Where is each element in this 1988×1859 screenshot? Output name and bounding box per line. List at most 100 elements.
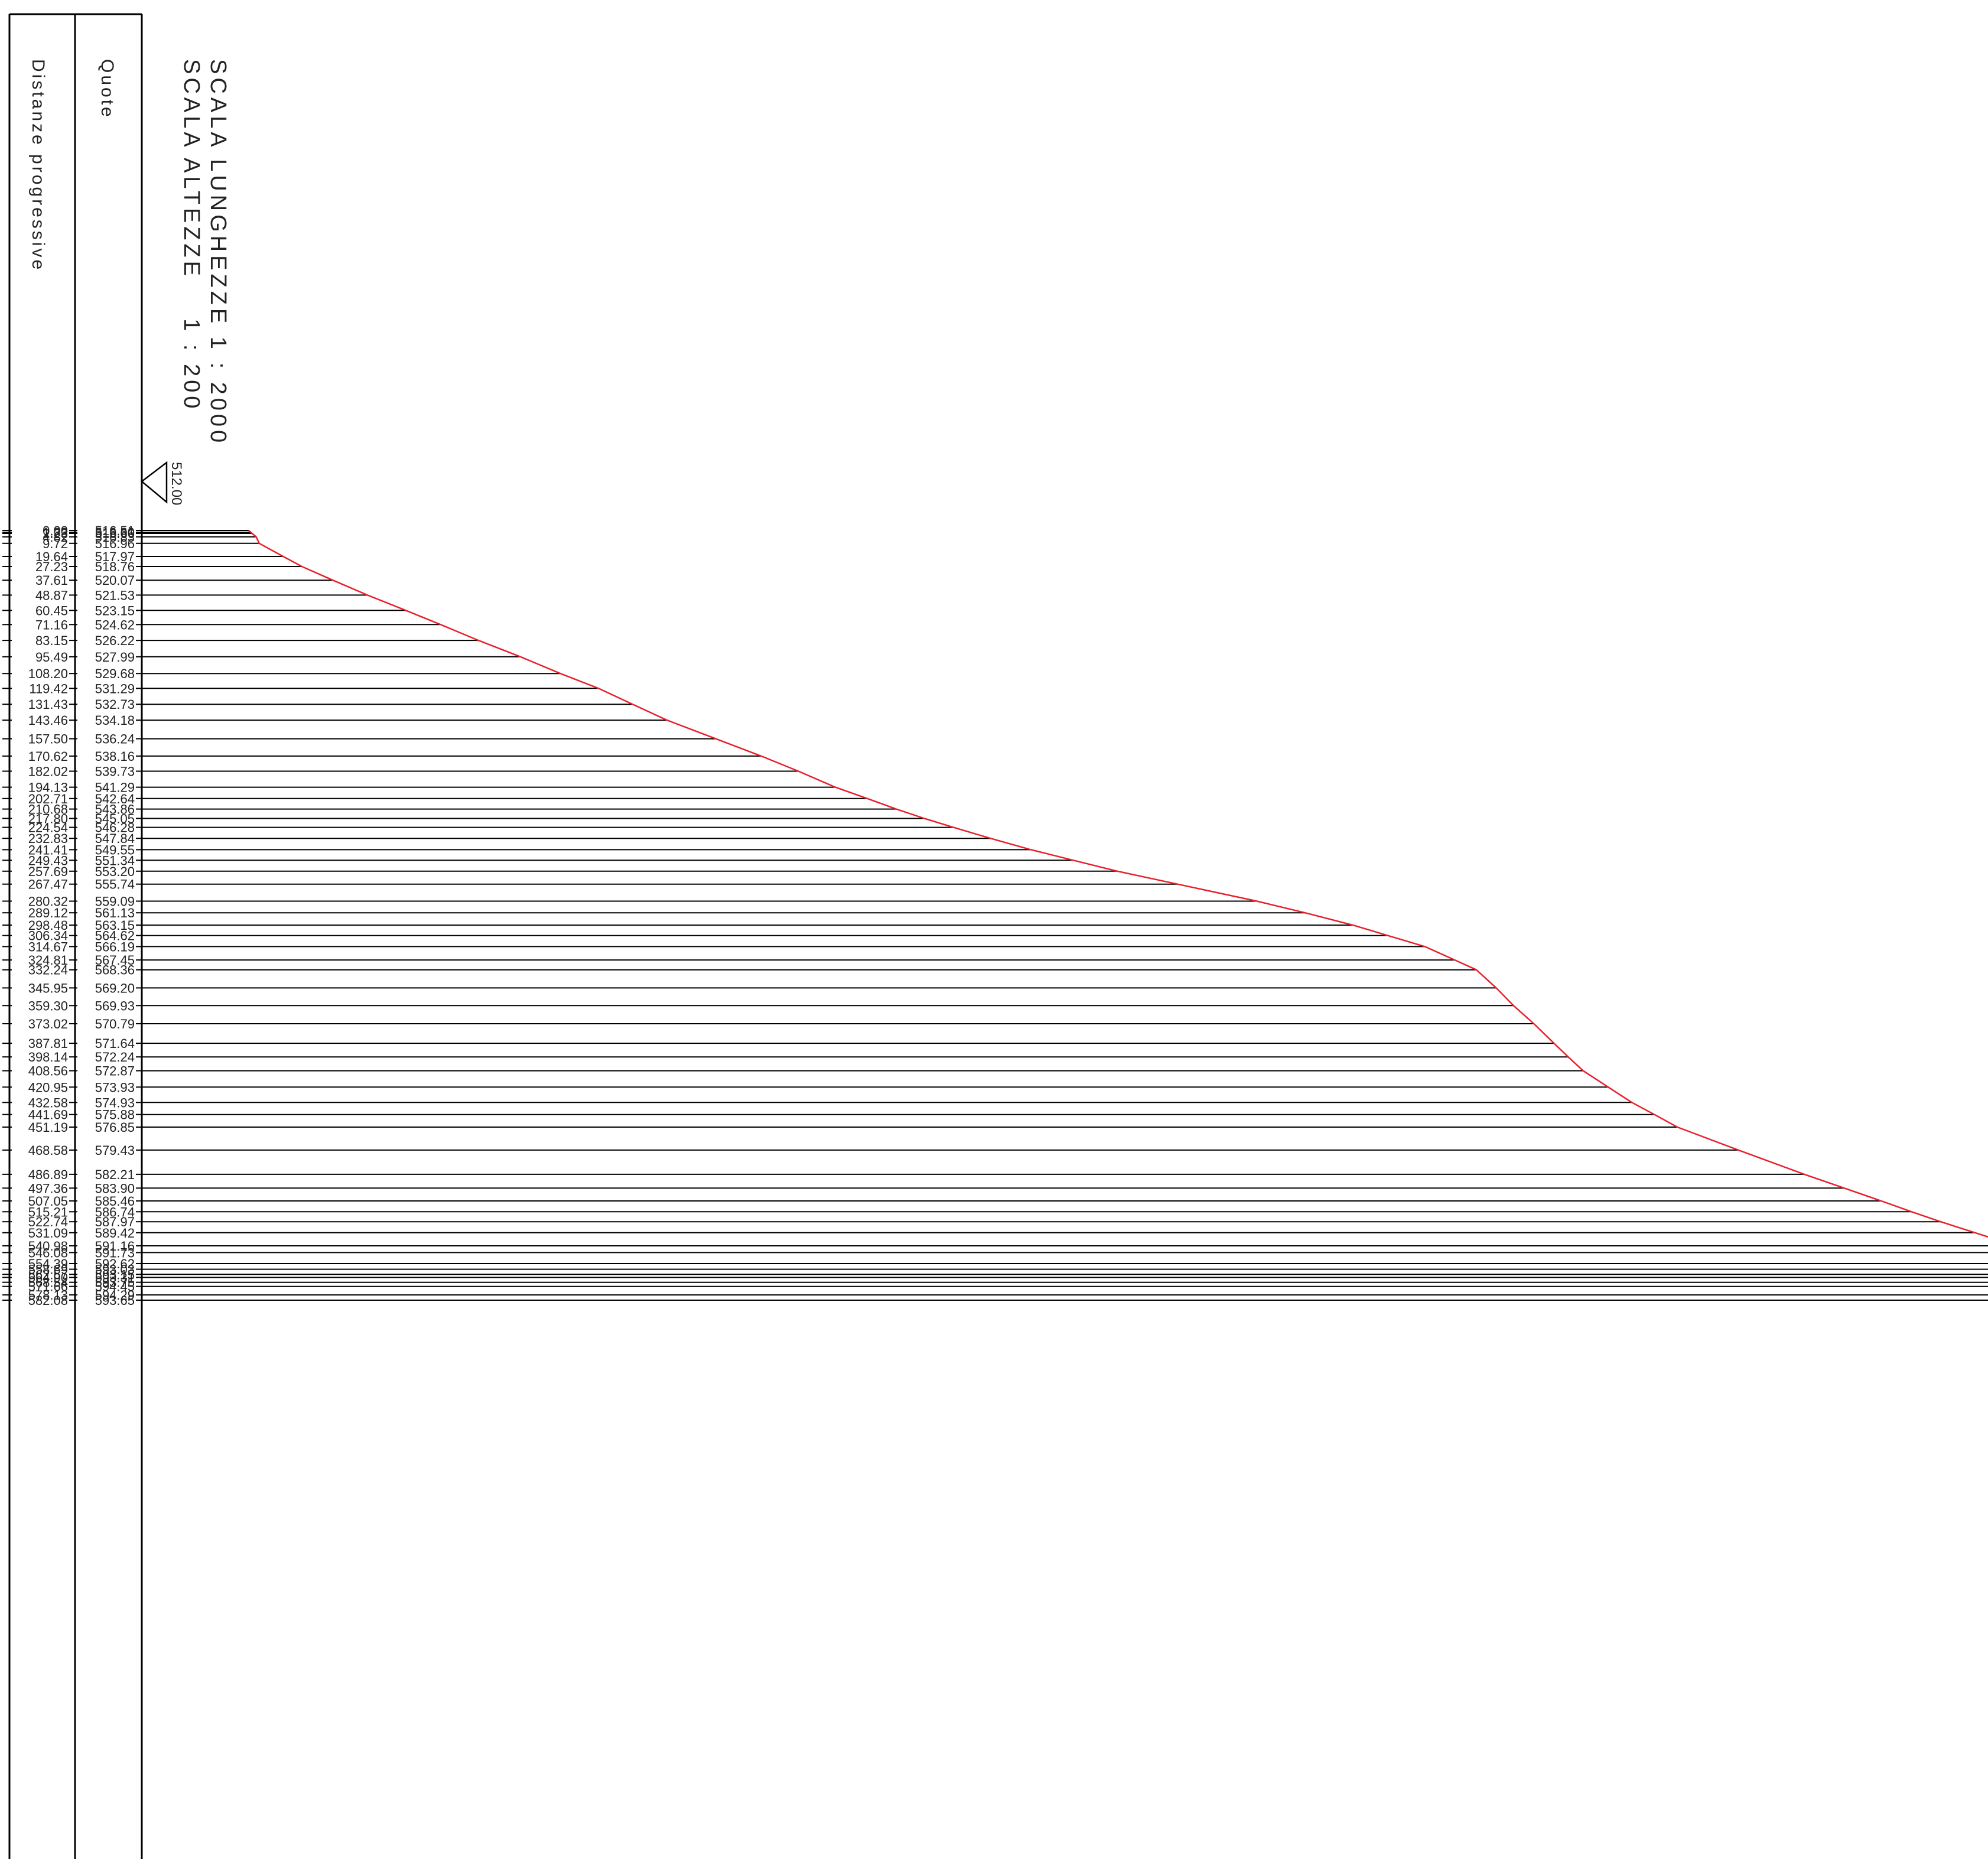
station-distance-label: 546.08 — [28, 1245, 68, 1260]
station-elevation-label: 594.45 — [95, 1280, 135, 1294]
table-frame — [8, 13, 143, 1859]
station-elevation-label: 572.24 — [95, 1050, 135, 1064]
station-distance-label: 420.95 — [28, 1080, 68, 1095]
station-distance-label: 540.98 — [28, 1239, 68, 1254]
station-distance-label: 83.15 — [35, 633, 68, 648]
station-distance-label: 37.61 — [35, 573, 68, 588]
station-distance-label: 119.42 — [29, 681, 68, 696]
station-elevation-label: 585.46 — [95, 1194, 135, 1209]
station-elevation-label: 582.21 — [95, 1167, 135, 1182]
datum-label: 512.00 — [168, 462, 184, 505]
station-distance-label: 170.62 — [28, 749, 68, 764]
station-distance-label: 451.19 — [28, 1120, 68, 1135]
scale-heights-label: SCALA ALTEZZE 1 : 200 — [179, 59, 204, 412]
station-distance-label: 249.43 — [28, 853, 68, 868]
station-distance-label: 182.02 — [28, 764, 68, 779]
station-elevation-label: 516.96 — [95, 536, 135, 551]
station-elevation-label: 545.05 — [95, 812, 135, 826]
station-elevation-label: 532.73 — [95, 697, 135, 712]
station-elevation-label: 529.68 — [95, 666, 135, 681]
station-elevation-label: 541.29 — [95, 780, 135, 795]
datum-marker: 512.00 — [140, 461, 184, 505]
ground-profile-line — [248, 530, 1988, 1238]
scale-lengths-label: SCALA LUNGHEZZE 1 : 2000 — [206, 59, 230, 446]
station-distance-label: 2.23 — [43, 526, 68, 541]
station-elevation-label: 561.13 — [95, 906, 135, 920]
station-distance-label: 289.12 — [28, 906, 68, 920]
station-elevation-label: 575.88 — [95, 1108, 135, 1122]
station-distance-label: 202.71 — [28, 792, 68, 806]
station-distance-label: 387.81 — [28, 1036, 68, 1051]
station-distance-label: 257.69 — [28, 864, 68, 879]
station-elevation-label: 542.64 — [95, 792, 135, 806]
station-distance-label: 267.47 — [28, 877, 68, 892]
station-distance-label: 571.66 — [28, 1280, 68, 1294]
station-distance-label: 314.67 — [28, 939, 68, 954]
station-distance-label: 578.13 — [28, 1288, 68, 1303]
station-distance-label: 224.54 — [28, 821, 68, 835]
station-elevation-label: 526.22 — [95, 633, 135, 648]
station-distance-label: 554.39 — [28, 1256, 68, 1271]
station-elevation-label: 516.66 — [95, 526, 135, 541]
station-distance-label: 9.72 — [43, 536, 68, 551]
station-distance-label: 194.13 — [28, 780, 68, 795]
station-distance-label: 108.20 — [28, 666, 68, 681]
station-elevation-label: 534.18 — [95, 713, 135, 728]
station-elevation-label: 593.75 — [95, 1275, 135, 1290]
station-elevation-label: 516.60 — [95, 525, 135, 540]
station-elevation-label: 591.73 — [95, 1245, 135, 1260]
station-elevation-label: 576.85 — [95, 1120, 135, 1135]
station-distance-label: 217.80 — [28, 812, 68, 826]
station-elevation-label: 574.93 — [95, 1095, 135, 1110]
station-elevation-label: 547.84 — [95, 831, 135, 846]
station-distance-label: 19.64 — [35, 549, 68, 564]
station-elevation-label: 555.74 — [95, 877, 135, 892]
station-distance-label: 522.74 — [28, 1215, 68, 1229]
station-elevation-label: 516.83 — [95, 530, 135, 545]
station-elevation-label: 573.93 — [95, 1080, 135, 1095]
station-elevation-label: 523.15 — [95, 603, 135, 618]
station-elevation-label: 521.53 — [95, 588, 135, 603]
station-elevation-label: 569.20 — [95, 981, 135, 995]
station-elevation-label: 563.15 — [95, 918, 135, 933]
station-distance-label: 241.41 — [28, 842, 68, 857]
station-distance-label: 60.45 — [35, 603, 68, 618]
station-elevation-label: 587.97 — [95, 1215, 135, 1229]
station-elevation-label: 539.73 — [95, 764, 135, 779]
station-elevation-label: 592.62 — [95, 1256, 135, 1271]
station-elevation-label: 553.20 — [95, 864, 135, 879]
station-elevation-label: 516.51 — [95, 523, 135, 538]
station-distance-label: 359.30 — [28, 998, 68, 1013]
station-elevation-label: 531.29 — [95, 681, 135, 696]
station-distance-label: 441.69 — [28, 1108, 68, 1122]
station-distance-label: 345.95 — [28, 981, 68, 995]
column-header-distances: Distanze progressive — [28, 59, 48, 272]
station-distance-label: 507.05 — [28, 1194, 68, 1209]
station-elevation-label: 520.07 — [95, 573, 135, 588]
station-elevation-label: 566.19 — [95, 939, 135, 954]
station-distance-label: 280.32 — [28, 894, 68, 909]
station-distance-label: 408.56 — [28, 1064, 68, 1079]
station-elevation-label: 567.45 — [95, 953, 135, 968]
station-elevation-label: 583.90 — [95, 1181, 135, 1196]
station-elevation-label: 572.87 — [95, 1064, 135, 1079]
station-distance-label: 558.69 — [28, 1262, 68, 1277]
station-elevation-label: 589.42 — [95, 1226, 135, 1241]
station-distance-label: 210.68 — [28, 802, 68, 817]
station-elevation-label: 518.76 — [95, 559, 135, 574]
station-elevation-label: 586.74 — [95, 1204, 135, 1219]
station-elevation-label: 559.09 — [95, 894, 135, 909]
station-distance-label: 131.43 — [28, 697, 68, 712]
station-distance-label: 432.58 — [28, 1095, 68, 1110]
station-elevation-label: 524.62 — [95, 617, 135, 632]
station-elevation-label: 527.99 — [95, 650, 135, 665]
station-distance-label: 515.21 — [28, 1204, 68, 1219]
station-distance-label: 298.48 — [28, 918, 68, 933]
station-distance-label: 306.34 — [28, 929, 68, 943]
station-elevation-label: 549.55 — [95, 842, 135, 857]
station-elevation-label: 551.34 — [95, 853, 135, 868]
station-distance-label: 27.23 — [35, 559, 68, 574]
station-distance-label: 324.81 — [28, 953, 68, 968]
station-elevation-label: 579.43 — [95, 1143, 135, 1158]
